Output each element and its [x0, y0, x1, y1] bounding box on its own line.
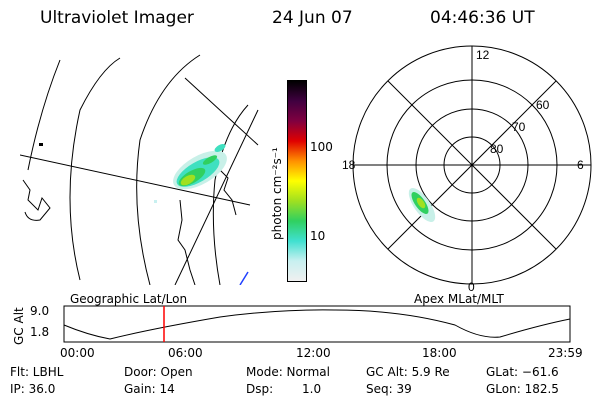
mlt-18-label: 18 [342, 158, 356, 172]
mlt-0-label: 0 [468, 280, 475, 294]
xtick-4: 23:59 [548, 346, 583, 360]
mlt-12-label: 12 [476, 48, 490, 62]
info-door: Door: Open [124, 365, 193, 379]
colorbar-tick-10: 10 [310, 229, 326, 243]
date: 24 Jun 07 [272, 8, 353, 28]
info-gain: Gain: 14 [124, 382, 175, 396]
lat-60-label: 60 [536, 98, 550, 112]
lat-80-label: 80 [490, 142, 504, 156]
colorbar-tick-100: 100 [310, 140, 333, 154]
lat-70-label: 70 [512, 120, 526, 134]
alt-ymax: 9.0 [30, 304, 50, 318]
aurora-emission-left [154, 144, 227, 203]
info-flt: Flt: LBHL [10, 365, 64, 379]
info-glat: GLat: −61.6 [486, 365, 559, 379]
alt-ymin: 1.8 [30, 325, 50, 339]
xtick-3: 18:00 [422, 346, 457, 360]
mlt-6-label: 6 [577, 158, 584, 172]
title: Ultraviolet Imager [40, 8, 194, 28]
colorbar [287, 80, 307, 282]
xtick-1: 06:00 [168, 346, 203, 360]
caption-geographic: Geographic Lat/Lon [70, 292, 188, 306]
geographic-map [20, 54, 259, 285]
colorbar-label: photon cm⁻²s⁻¹ [270, 147, 284, 240]
info-dsp-value: 1.0 [302, 382, 322, 396]
info-gcalt: GC Alt: 5.9 Re [366, 365, 450, 379]
info-seq: Seq: 39 [366, 382, 412, 396]
polar-mlat-mlt-plot: 12 18 6 0 60 70 80 [342, 45, 592, 294]
info-mode: Mode: Normal [246, 365, 330, 379]
alt-ylabel: GC Alt [12, 307, 26, 345]
xtick-2: 12:00 [296, 346, 331, 360]
caption-apex: Apex MLat/MLT [414, 292, 504, 306]
altitude-plot [63, 305, 571, 343]
aurora-emission-polar [408, 187, 436, 223]
time: 04:46:36 UT [430, 8, 535, 28]
info-dsp-label: Dsp: [246, 382, 274, 396]
info-ip: IP: 36.0 [10, 382, 56, 396]
info-glon: GLon: 182.5 [486, 382, 559, 396]
xtick-0: 00:00 [60, 346, 95, 360]
